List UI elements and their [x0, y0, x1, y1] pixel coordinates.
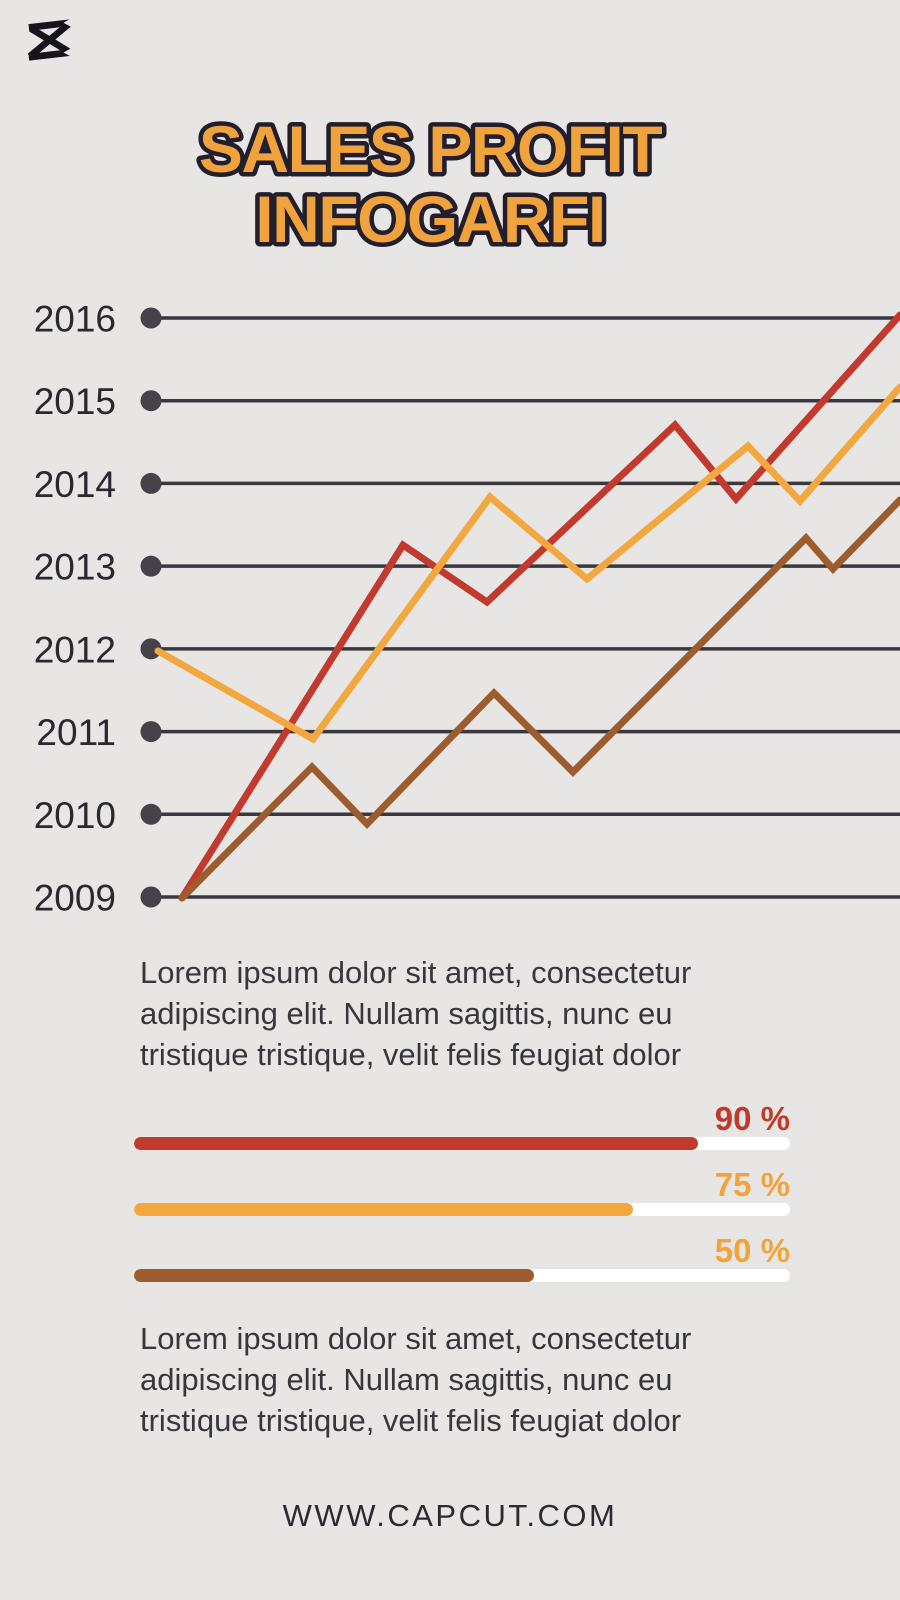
- axis-dot: [140, 472, 162, 494]
- capcut-logo-icon: [27, 18, 74, 61]
- progress-label-orange: 75 %: [714, 1166, 790, 1203]
- progress-fill-orange: [134, 1203, 633, 1216]
- grid-row-2013: 2013: [34, 547, 900, 588]
- paragraph-line: adipiscing elit. Nullam sagittis, nunc e…: [140, 996, 673, 1031]
- grid-row-2015: 2015: [34, 381, 900, 422]
- axis-dot: [140, 721, 162, 743]
- year-label-2015: 2015: [34, 381, 116, 422]
- axis-dot: [140, 307, 162, 329]
- year-label-2014: 2014: [34, 464, 116, 505]
- progress-fill-brown: [134, 1269, 535, 1282]
- progress-row-brown: 50 %: [134, 1233, 790, 1282]
- grid-row-2011: 2011: [36, 712, 900, 753]
- series-line-red: [178, 311, 900, 902]
- progress-label-brown: 50 %: [714, 1232, 790, 1269]
- paragraph-line: Lorem ipsum dolor sit amet, consectetur: [140, 955, 692, 990]
- grid-row-2016: 2016: [34, 299, 900, 340]
- paragraph-line: Lorem ipsum dolor sit amet, consectetur: [140, 1321, 692, 1356]
- description-paragraph-top: Lorem ipsum dolor sit amet, consectetur …: [140, 952, 810, 1075]
- year-label-2011: 2011: [36, 712, 116, 753]
- axis-dot: [140, 803, 162, 825]
- year-label-2016: 2016: [34, 299, 116, 340]
- year-label-2013: 2013: [34, 547, 116, 588]
- axis-dot: [140, 555, 162, 577]
- year-label-2012: 2012: [34, 629, 116, 670]
- progress-row-red: 90 %: [134, 1101, 790, 1150]
- progress-track-red: [134, 1137, 790, 1150]
- axis-dot: [140, 638, 162, 660]
- paragraph-line: adipiscing elit. Nullam sagittis, nunc e…: [140, 1362, 673, 1397]
- description-paragraph-bottom: Lorem ipsum dolor sit amet, consectetur …: [140, 1318, 810, 1441]
- grid-row-2009: 2009: [34, 878, 900, 919]
- series-line-orange: [154, 383, 900, 744]
- year-label-2010: 2010: [34, 795, 116, 836]
- progress-fill-red: [134, 1137, 699, 1150]
- grid-row-2012: 2012: [34, 629, 900, 670]
- progress-track-orange: [134, 1203, 790, 1216]
- year-label-2009: 2009: [34, 878, 116, 919]
- progress-row-orange: 75 %: [134, 1167, 790, 1216]
- page-title-line2: INFOGARFI: [255, 182, 604, 256]
- progress-label-red: 90 %: [714, 1100, 790, 1137]
- grid-row-2010: 2010: [34, 795, 900, 836]
- progress-track-brown: [134, 1269, 790, 1282]
- axis-dot: [140, 390, 162, 412]
- footer-url: WWW.CAPCUT.COM: [282, 1498, 618, 1533]
- page-title-line1: SALES PROFIT: [199, 112, 663, 186]
- paragraph-line: tristique tristique, velit felis feugiat…: [140, 1403, 682, 1438]
- grid-row-2014: 2014: [34, 464, 900, 505]
- series-line-brown: [178, 496, 900, 902]
- axis-dot: [140, 886, 162, 908]
- paragraph-line: tristique tristique, velit felis feugiat…: [140, 1037, 682, 1072]
